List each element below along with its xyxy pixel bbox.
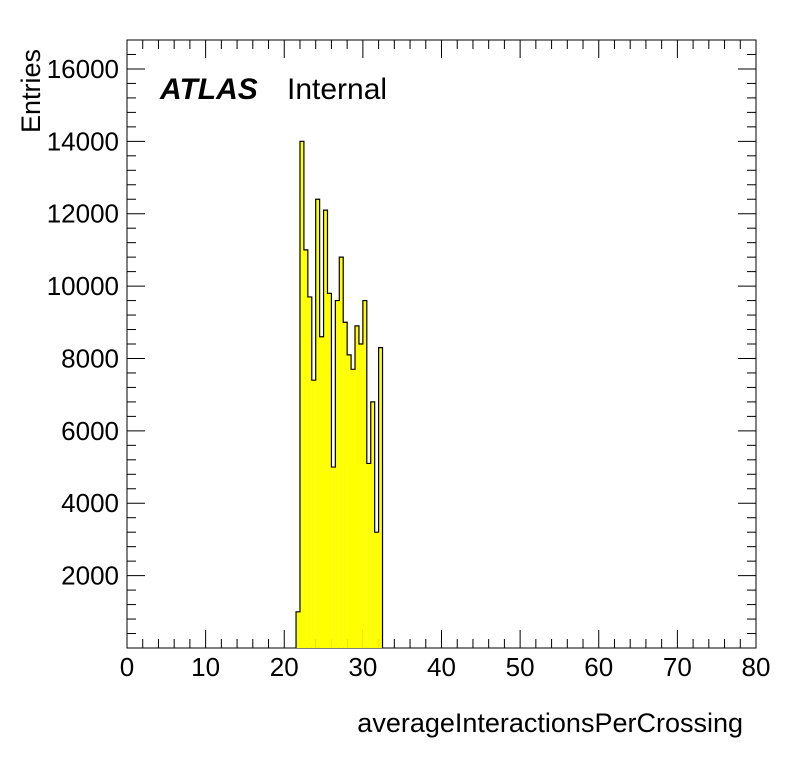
y-tick-labels: 2000 4000 6000 8000 10000 12000 14000 16000 — [47, 54, 119, 591]
histogram-bin — [370, 401, 375, 648]
y-tick-label: 6000 — [61, 416, 119, 446]
atlas-status-label: Internal — [287, 73, 387, 106]
x-tick-label: 80 — [742, 652, 771, 682]
histogram-bin — [355, 325, 359, 648]
histogram-bin — [339, 257, 344, 648]
y-tick-label: 4000 — [61, 488, 119, 518]
histogram-bin — [319, 336, 324, 648]
y-tick-label: 8000 — [61, 343, 119, 373]
histogram-bin — [343, 322, 348, 648]
histogram-bin — [362, 300, 367, 648]
histogram-bin — [351, 369, 356, 648]
x-tick-label: 10 — [191, 652, 220, 682]
histogram-outline — [295, 140, 384, 648]
histogram-bin — [327, 293, 332, 648]
plot-frame — [126, 39, 757, 649]
histogram-bin — [303, 249, 308, 648]
histogram-bin — [307, 296, 312, 648]
x-axis-title: averageInteractionsPerCrossing — [357, 708, 743, 738]
histogram-bin — [366, 463, 371, 648]
y-tick-label: 12000 — [47, 199, 119, 229]
histogram-bin — [323, 210, 328, 648]
y-tick-label: 10000 — [47, 271, 119, 301]
histogram-bins — [296, 141, 383, 649]
x-tick-label: 40 — [427, 652, 456, 682]
x-tick-label: 30 — [348, 652, 377, 682]
x-tick-label: 50 — [506, 652, 535, 682]
histogram-bin — [358, 344, 363, 648]
x-tick-label: 20 — [270, 652, 299, 682]
histogram-bin — [335, 300, 340, 648]
y-tick-label: 2000 — [61, 561, 119, 591]
x-tick-labels: 0 10 20 30 40 50 60 70 80 — [120, 652, 771, 682]
atlas-brand-label: ATLAS — [159, 73, 258, 106]
y-tick-label: 16000 — [47, 54, 119, 84]
histogram-bin — [378, 347, 383, 648]
y-tick-label: 14000 — [47, 126, 119, 156]
histogram-bin — [331, 467, 336, 648]
histogram-bin — [311, 380, 316, 648]
x-tick-label: 0 — [120, 652, 134, 682]
histogram-bin — [315, 199, 320, 648]
y-axis-title: Entries — [16, 49, 46, 133]
histogram-bin — [299, 141, 304, 649]
histogram-bin — [374, 532, 379, 648]
histogram-bin — [296, 611, 300, 648]
histogram-bin — [347, 354, 352, 648]
x-tick-label: 70 — [663, 652, 692, 682]
axis-ticks — [126, 39, 757, 649]
x-tick-label: 60 — [584, 652, 613, 682]
